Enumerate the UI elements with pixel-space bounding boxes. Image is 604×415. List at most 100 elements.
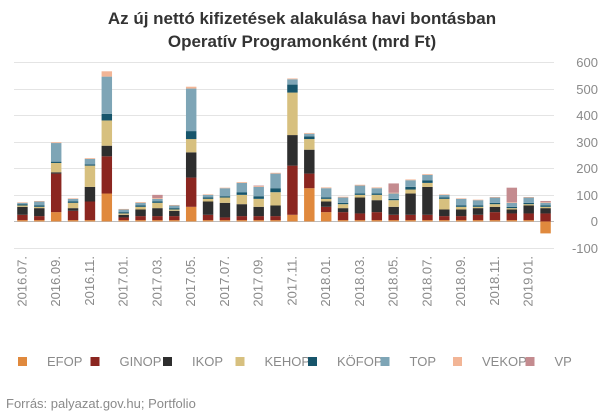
bar-segment-vekop — [455, 198, 467, 199]
bar-segment-kehop — [439, 198, 450, 210]
bar-segment-top — [405, 180, 416, 187]
bar-segment-kehop — [489, 204, 501, 207]
bar-segment-kehop — [34, 206, 45, 209]
bar-segment-top — [50, 143, 62, 162]
bar-segment-ginop — [253, 216, 264, 221]
bar-segment-ikop — [101, 145, 113, 157]
bar-segment-top — [253, 186, 264, 197]
chart-subtitle: Operatív Programonként (mrd Ft) — [168, 32, 436, 51]
bar-segment-vekop — [540, 202, 551, 203]
bar-segment-köfop — [405, 186, 416, 190]
bar-segment-efop — [388, 220, 399, 222]
bar-segment-köfop — [337, 202, 349, 205]
bar-segment-köfop — [523, 202, 534, 205]
bar-segment-efop — [422, 220, 433, 222]
bar-segment-vekop — [67, 198, 79, 199]
y-tick-label: 100 — [576, 188, 598, 203]
bar-segment-köfop — [101, 113, 113, 121]
bar-segment-köfop — [202, 197, 214, 199]
bar-segment-ginop — [320, 206, 332, 213]
bar-segment-vp — [506, 187, 518, 203]
bar-segment-vekop — [354, 184, 366, 186]
bar-segment-ikop — [50, 172, 62, 174]
bar-segment-vp — [253, 185, 264, 187]
bar-segment-kehop — [101, 120, 113, 146]
bar-segment-top — [439, 194, 450, 198]
x-tick-label: 2018.09. — [453, 256, 468, 307]
bar-segment-vekop — [84, 158, 96, 159]
bar-segment-kehop — [422, 182, 433, 187]
bar-segment-efop — [439, 220, 450, 222]
legend-swatch-köfop — [308, 357, 317, 366]
bar-segment-ikop — [152, 208, 163, 217]
bar-segment-ginop — [304, 173, 315, 189]
bar-segment-ikop — [34, 208, 45, 217]
bar-segment-kehop — [337, 204, 349, 209]
x-tick-label: 2016.07. — [14, 256, 29, 307]
bar-segment-ginop — [185, 177, 197, 207]
bar-segment-ginop — [422, 214, 433, 221]
bar-segment-ikop — [287, 135, 298, 166]
bar-segment-top — [287, 79, 298, 85]
bar-segment-ikop — [439, 209, 450, 217]
bar-segment-köfop — [253, 196, 264, 199]
y-tick-label: 600 — [576, 55, 598, 70]
bar-segment-köfop — [135, 205, 146, 207]
bar-segment-ginop — [455, 216, 467, 221]
bar-segment-top — [489, 197, 501, 203]
bar-segment-ginop — [354, 213, 366, 221]
bar-segment-ikop — [455, 209, 467, 217]
bar-segment-köfop — [388, 198, 399, 201]
bar-segment-vekop — [253, 186, 264, 187]
bar-segment-top — [219, 188, 231, 197]
bar-segment-vekop — [219, 187, 231, 189]
bar-segment-kehop — [118, 213, 129, 215]
y-tick-label: 200 — [576, 161, 598, 176]
bar-segment-köfop — [439, 197, 450, 199]
bar-segment-vekop — [506, 202, 518, 203]
bar-segment-ikop — [388, 206, 399, 215]
bar-segment-efop — [270, 220, 281, 222]
bar-segment-köfop — [236, 192, 248, 195]
bar-segment-vekop — [388, 192, 399, 194]
bar-segment-efop — [17, 220, 28, 222]
bar-segment-kehop — [354, 194, 366, 198]
bar-segment-kehop — [135, 206, 146, 210]
bar-segment-vekop — [270, 172, 281, 174]
bar-segment-kehop — [50, 162, 62, 173]
bar-segment-top — [202, 194, 214, 198]
bar-segment-efop — [337, 220, 349, 222]
legend-swatch-efop — [18, 357, 27, 366]
legend-label: GINOP — [120, 354, 162, 369]
bar-segment-efop — [236, 220, 248, 222]
bar-segment-ginop — [84, 201, 96, 221]
bar-segment-köfop — [489, 202, 501, 205]
x-tick-label: 2017.01. — [116, 256, 131, 307]
bar-segment-top — [236, 182, 248, 193]
bar-segment-top — [455, 198, 467, 206]
bar-segment-ginop — [405, 214, 416, 221]
bar-segment-ikop — [304, 149, 315, 174]
bar-segment-ikop — [540, 208, 551, 214]
bar-segment-top — [506, 202, 518, 207]
bar-segment-ginop — [506, 213, 518, 221]
source-note: Forrás: palyazat.gov.hu; Portfolio — [6, 396, 196, 411]
x-tick-label: 2017.07. — [217, 256, 232, 307]
bar-segment-vekop — [185, 86, 197, 89]
x-tick-label: 2017.05. — [183, 256, 198, 307]
bar-segment-kehop — [67, 202, 79, 209]
bar-segment-ikop — [489, 206, 501, 213]
bar-segment-vekop — [287, 78, 298, 80]
bar-segment-ikop — [270, 205, 281, 217]
x-tick-label: 2018.07. — [419, 256, 434, 307]
legend-label: IKOP — [192, 354, 223, 369]
y-tick-label: 0 — [591, 214, 598, 229]
bar-segment-köfop — [455, 205, 467, 207]
bar-segment-efop — [540, 221, 551, 234]
bar-segment-efop — [371, 220, 383, 222]
bar-segment-ikop — [135, 209, 146, 217]
bar-segment-vekop — [135, 202, 146, 203]
bar-segment-ginop — [34, 216, 45, 221]
bar-segment-köfop — [270, 188, 281, 193]
